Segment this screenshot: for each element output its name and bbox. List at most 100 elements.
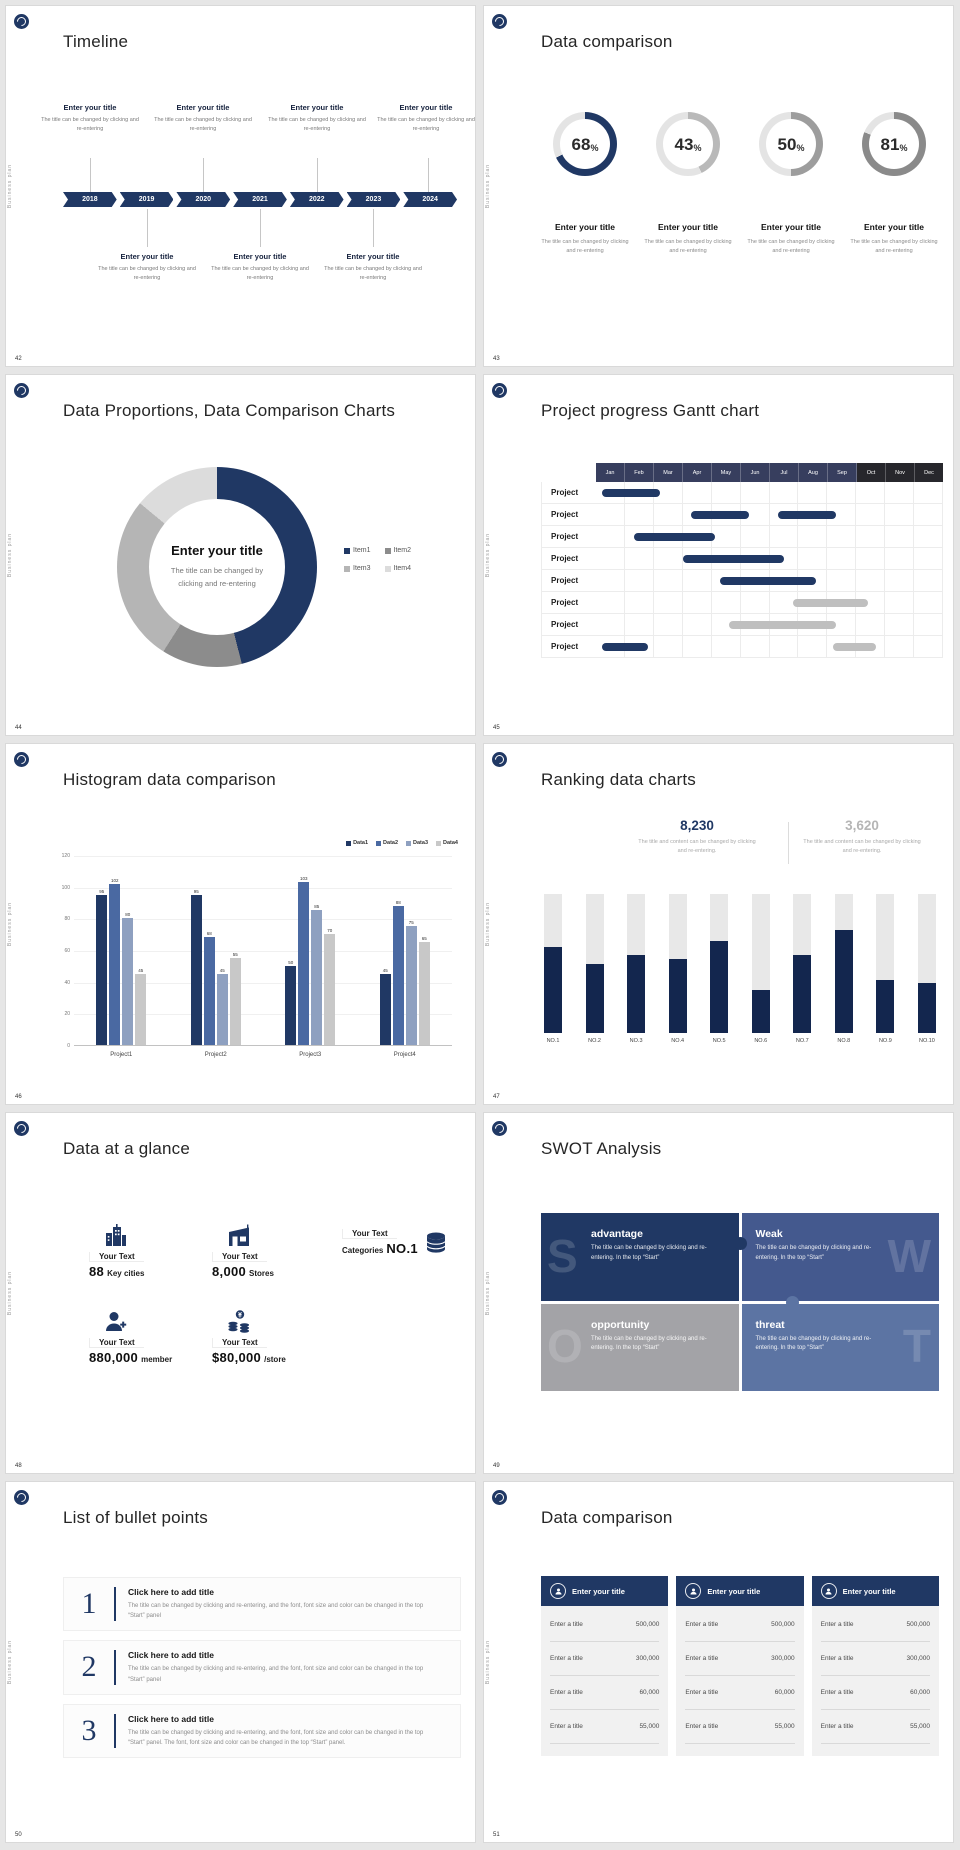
ranking-bar-item: NO.2 <box>585 894 604 1044</box>
legend-label: Item4 <box>393 565 412 572</box>
ranking-bar-item: NO.1 <box>544 894 562 1044</box>
gantt-cell <box>740 504 770 526</box>
slide-number: 47 <box>493 1094 500 1100</box>
slide-44-data-proportions[interactable]: Business plan Data Proportions, Data Com… <box>5 374 476 736</box>
stat-item: Your Text Categories NO.1 <box>342 1229 449 1256</box>
gantt-cell <box>856 526 886 548</box>
gantt-cell <box>653 570 683 592</box>
bar-label: NO.3 <box>629 1038 643 1044</box>
x-axis-label: Project2 <box>204 1052 227 1058</box>
slide-49-swot[interactable]: Business plan SWOT Analysis S advantage … <box>483 1112 954 1474</box>
legend-swatch <box>344 565 350 572</box>
donut-center-body: The title can be changed by clicking and… <box>170 566 264 588</box>
gantt-cell <box>653 548 683 570</box>
stat-label: Your Text <box>212 1252 267 1262</box>
row-label: Enter a title <box>820 1621 854 1628</box>
bar-track <box>793 894 812 1033</box>
bar-value: 102 <box>110 877 119 883</box>
ring-value: 43 <box>674 134 694 154</box>
gantt-cell <box>624 614 654 636</box>
row-label: Enter a title <box>685 1723 719 1730</box>
legend-swatch <box>406 840 412 846</box>
row-value: 60,000 <box>910 1689 930 1696</box>
timeline-item-title: Enter your title <box>233 252 287 261</box>
stat-value: 8,000 <box>212 1264 247 1279</box>
gantt-cell <box>711 526 741 548</box>
donut-chart: Enter your title The title can be change… <box>117 467 317 667</box>
stat-item: Your Text $80,000 /store <box>212 1309 286 1365</box>
gantt-cell <box>769 548 799 570</box>
side-label: Business plan <box>7 901 13 947</box>
bar <box>285 965 297 1045</box>
comparison-card: Enter your title Enter a title 500,000 En… <box>676 1576 804 1756</box>
swot-grid: S advantage The title can be changed by … <box>541 1213 939 1391</box>
gantt-cell <box>827 548 857 570</box>
row-value: 55,000 <box>774 1723 795 1730</box>
stat-text: Your Text Categories NO.1 <box>342 1229 418 1256</box>
bar-wrap: 45 <box>135 968 147 1045</box>
gantt-cell <box>856 504 886 526</box>
bar-label: NO.2 <box>588 1038 601 1044</box>
slide-42-timeline[interactable]: Business plan Timeline Enter your title … <box>5 5 476 367</box>
slide-47-ranking[interactable]: Business plan Ranking data charts 8,230 … <box>483 743 954 1105</box>
stat-value: 88 <box>89 1264 105 1279</box>
stat-label: Your Text <box>342 1229 397 1239</box>
ring-value: 50 <box>777 134 797 154</box>
bar-fill <box>710 941 729 1033</box>
bar-value: 95 <box>99 888 105 894</box>
y-axis-tick: 0 <box>67 1043 70 1049</box>
swot-letter: O <box>547 1320 583 1373</box>
timeline-year: 2022 <box>290 192 344 207</box>
slide-50-bullet-list[interactable]: Business plan List of bullet points 1 Cl… <box>5 1481 476 1843</box>
slide-45-gantt[interactable]: Business plan Project progress Gantt cha… <box>483 374 954 736</box>
row-value: 55,000 <box>910 1723 930 1730</box>
gantt-month: Feb <box>625 463 654 482</box>
legend-item: Data1 <box>346 840 368 846</box>
side-label: Business plan <box>7 532 13 578</box>
ring-suffix: % <box>693 142 702 153</box>
card-header: Enter your title <box>541 1576 669 1606</box>
legend-swatch <box>344 547 350 554</box>
bar-group: 50 103 85 70 <box>285 875 336 1045</box>
gantt-cell <box>914 548 944 570</box>
gantt-month: Aug <box>799 463 828 482</box>
stat-value: 880,000 <box>89 1350 139 1365</box>
stat-value: 3,620 <box>845 818 879 833</box>
slide-51-data-comparison-cards[interactable]: Business plan Data comparison Enter your… <box>483 1481 954 1843</box>
slide-43-data-comparison[interactable]: Business plan Data comparison 68% Enter … <box>483 5 954 367</box>
stat-value: $80,000 <box>212 1350 262 1365</box>
table-row: Enter a title 60,000 <box>820 1676 930 1710</box>
list-item-body: The title can be changed by clicking and… <box>128 1603 424 1620</box>
brand-logo-icon <box>14 1490 29 1505</box>
timeline-item-title: Enter your title <box>176 103 230 112</box>
gantt-cell <box>885 526 915 548</box>
timeline-year: 2020 <box>176 192 230 207</box>
stat-value-line: $80,000 /store <box>212 1350 286 1365</box>
bar-fill <box>834 930 853 1033</box>
bar-fill <box>668 959 687 1033</box>
row-value: 500,000 <box>771 1621 795 1628</box>
gantt-row-label: Project <box>541 526 596 548</box>
gantt-cell <box>653 482 683 504</box>
row-label: Enter a title <box>685 1655 719 1662</box>
bar-value: 75 <box>408 920 414 926</box>
bar-fill <box>627 955 646 1033</box>
card-title: Enter your title <box>707 1586 761 1596</box>
slide-46-histogram[interactable]: Business plan Histogram data comparison … <box>5 743 476 1105</box>
bar-wrap: 70 <box>324 928 336 1045</box>
gantt-bar <box>720 577 816 585</box>
slide-48-data-at-a-glance[interactable]: Business plan Data at a glance Your Text… <box>5 1112 476 1474</box>
ranking-stat: 8,230 The title and content can be chang… <box>629 818 765 856</box>
bar-track <box>627 894 646 1033</box>
gantt-cell <box>914 592 944 614</box>
table-row: Enter a title 300,000 <box>820 1642 930 1676</box>
ring-suffix: % <box>899 142 908 153</box>
timeline-item-bottom: Enter your title The title can be change… <box>210 252 310 283</box>
row-label: Enter a title <box>820 1689 854 1696</box>
card-title: Enter your title <box>842 1586 896 1596</box>
bar-track <box>751 894 770 1033</box>
brand-logo-icon <box>492 1490 507 1505</box>
bar-value: 103 <box>299 875 308 881</box>
stat-unit: /store <box>264 1355 286 1364</box>
gantt-cell <box>769 636 799 658</box>
